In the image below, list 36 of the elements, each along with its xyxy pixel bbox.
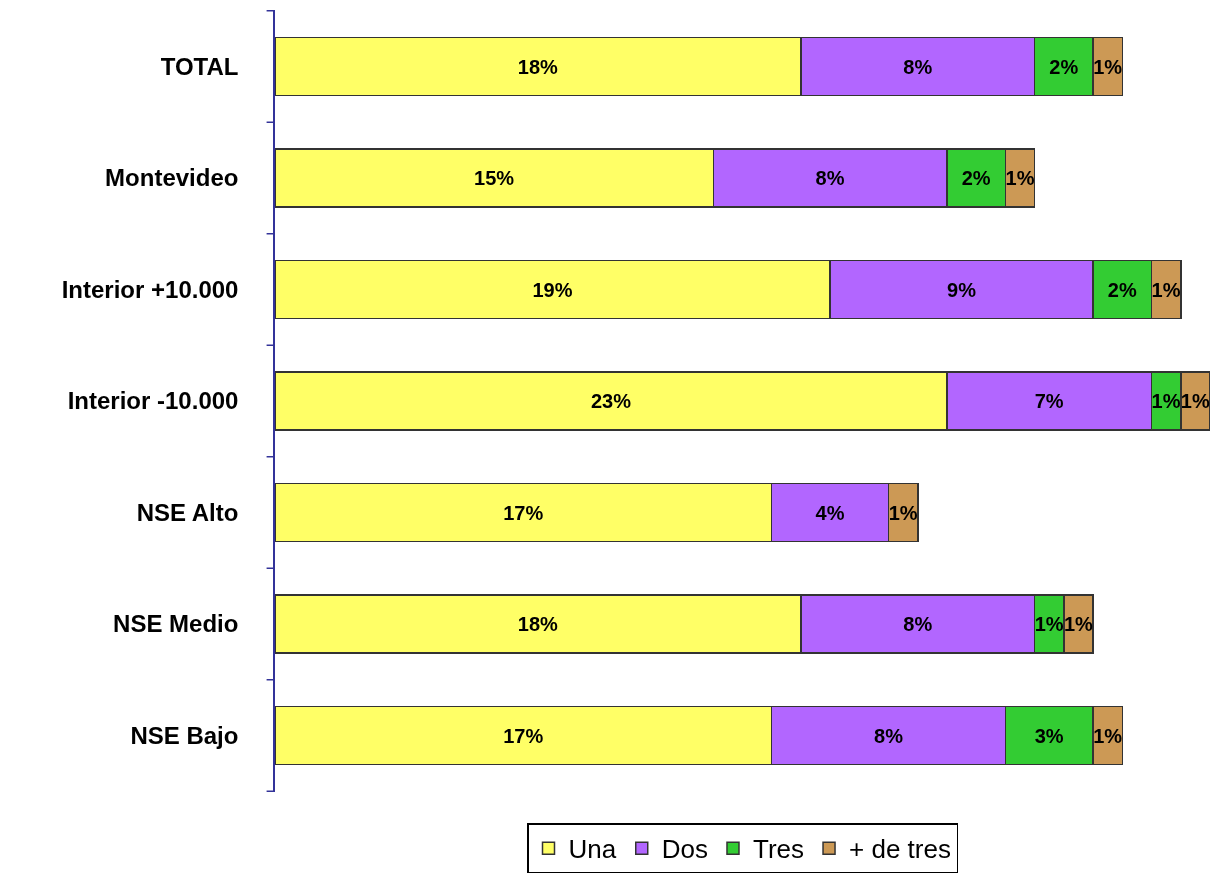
legend-label: Dos: [661, 834, 708, 865]
data-label: 17%: [503, 501, 544, 524]
data-label: 7%: [1034, 390, 1064, 412]
data-label: 15%: [474, 167, 515, 189]
data-label: 8%: [903, 613, 933, 635]
data-label: 18%: [517, 613, 559, 635]
y-tick-label: Interior +10.000: [61, 275, 239, 303]
data-label: 8%: [815, 167, 845, 189]
data-label: 23%: [590, 390, 632, 412]
y-tick-label: Interior -10.000: [67, 387, 239, 415]
data-label: 19%: [532, 278, 573, 301]
data-label: 8%: [903, 55, 933, 78]
legend-label: Una: [568, 834, 617, 865]
legend-label: Tres: [752, 834, 805, 865]
data-label: 2%: [1107, 278, 1137, 301]
data-label: 2%: [961, 167, 991, 189]
data-label: 1%: [1005, 167, 1035, 189]
data-label: 2%: [1049, 55, 1079, 78]
data-label: 18%: [517, 55, 559, 78]
y-tick-label: NSE Bajo: [130, 721, 239, 749]
y-tick-label: NSE Medio: [113, 610, 239, 638]
y-tick-label: NSE Alto: [136, 498, 239, 526]
data-label: 8%: [874, 724, 904, 747]
y-tick-label: Montevideo: [105, 164, 239, 192]
legend-label: + de tres: [849, 834, 951, 865]
data-label: 1%: [888, 501, 918, 524]
data-label: 1%: [1093, 55, 1123, 78]
data-label: 1%: [1151, 390, 1181, 412]
y-tick-label: TOTAL: [160, 52, 239, 80]
data-label: 9%: [947, 278, 977, 301]
data-label: 17%: [503, 724, 544, 747]
data-label: 4%: [815, 501, 845, 524]
data-label: 1%: [1034, 613, 1064, 635]
data-label: 1%: [1151, 278, 1181, 301]
data-label: 3%: [1034, 724, 1064, 747]
data-label: 1%: [1093, 724, 1123, 747]
